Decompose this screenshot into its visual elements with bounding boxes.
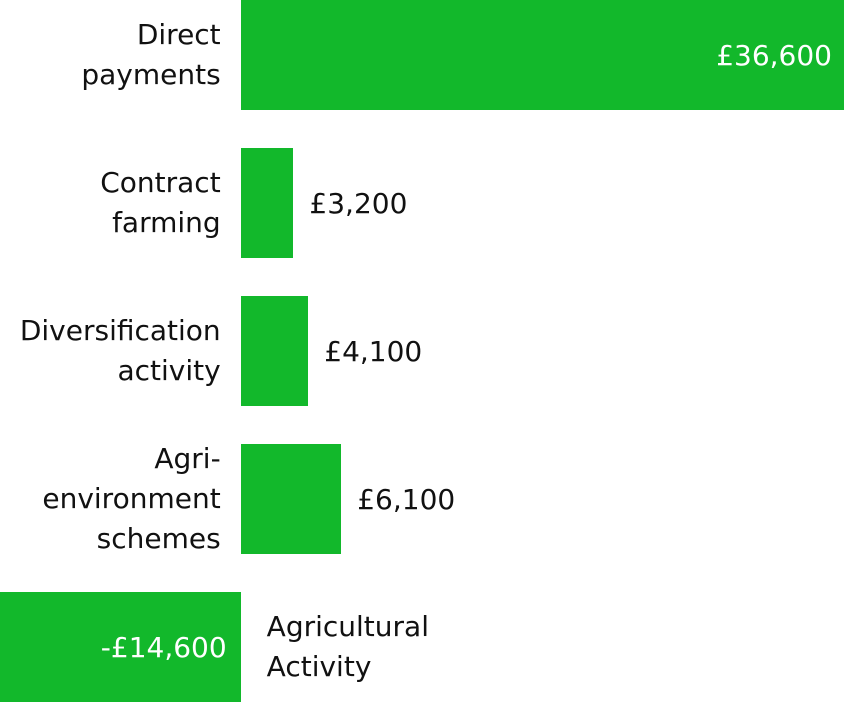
bar xyxy=(240,296,309,406)
value-label: £4,100 xyxy=(324,334,423,368)
bar xyxy=(240,0,844,110)
bar xyxy=(240,148,294,258)
category-label: Direct payments xyxy=(0,0,221,110)
bar xyxy=(240,444,342,554)
category-text: Agri-environment schemes xyxy=(42,442,221,555)
category-label: Contract farming xyxy=(0,148,221,258)
value-label: -£14,600 xyxy=(100,630,227,664)
value-label: £6,100 xyxy=(357,482,456,516)
category-text: Contract farming xyxy=(100,166,221,239)
category-text: Agricultural Activity xyxy=(266,610,429,683)
category-label: Diversification activity xyxy=(0,296,221,406)
value-label: £36,600 xyxy=(716,38,832,72)
category-text: Diversification activity xyxy=(19,314,221,387)
category-text: Direct payments xyxy=(81,18,221,91)
bar xyxy=(0,592,241,702)
value-label: £3,200 xyxy=(309,186,408,220)
category-label: Agri-environment schemes xyxy=(0,442,220,555)
category-label: Agricultural Activity xyxy=(267,592,844,702)
